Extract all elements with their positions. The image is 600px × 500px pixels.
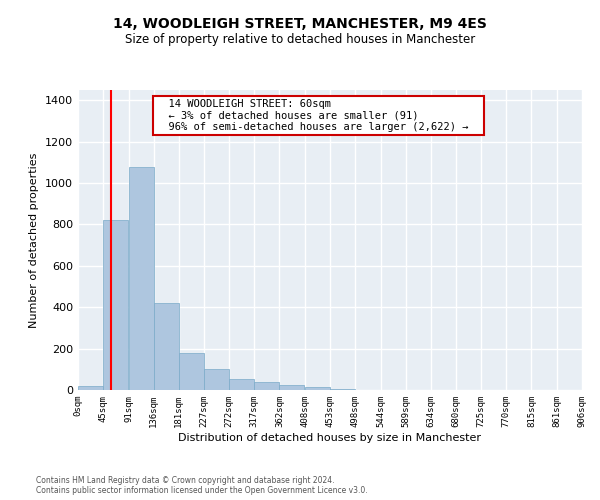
Text: Size of property relative to detached houses in Manchester: Size of property relative to detached ho…	[125, 32, 475, 46]
Bar	[229, 378, 254, 390]
Bar	[78, 386, 103, 390]
Text: 14, WOODLEIGH STREET, MANCHESTER, M9 4ES: 14, WOODLEIGH STREET, MANCHESTER, M9 4ES	[113, 18, 487, 32]
Bar	[154, 303, 179, 390]
Bar	[204, 370, 229, 390]
Bar	[330, 389, 355, 390]
Bar	[254, 382, 280, 390]
Bar	[179, 353, 204, 390]
Bar	[280, 385, 304, 390]
Text: Contains HM Land Registry data © Crown copyright and database right 2024.
Contai: Contains HM Land Registry data © Crown c…	[36, 476, 368, 495]
Y-axis label: Number of detached properties: Number of detached properties	[29, 152, 40, 328]
Bar	[128, 166, 154, 390]
Bar	[103, 220, 128, 390]
Text: 14 WOODLEIGH STREET: 60sqm
  ← 3% of detached houses are smaller (91)
  96% of s: 14 WOODLEIGH STREET: 60sqm ← 3% of detac…	[156, 99, 481, 132]
X-axis label: Distribution of detached houses by size in Manchester: Distribution of detached houses by size …	[179, 432, 482, 442]
Bar	[305, 387, 330, 390]
